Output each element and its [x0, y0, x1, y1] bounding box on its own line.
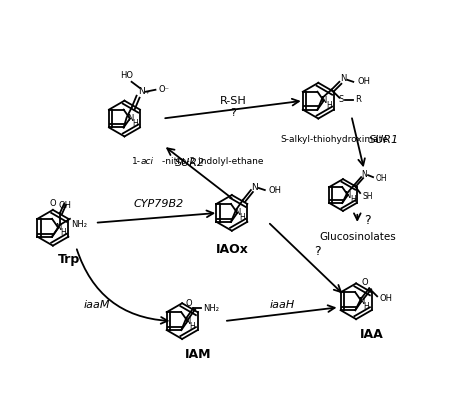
Text: N: N — [127, 114, 133, 123]
Text: NH₂: NH₂ — [203, 304, 219, 313]
Text: O: O — [186, 299, 192, 308]
Text: H: H — [350, 195, 356, 204]
Text: SUR2: SUR2 — [175, 158, 205, 168]
Text: iaaH: iaaH — [270, 300, 295, 310]
Text: O: O — [362, 278, 368, 287]
Text: N: N — [138, 87, 145, 96]
Text: Trp: Trp — [58, 253, 80, 266]
Text: ?: ? — [314, 245, 321, 258]
Text: H: H — [364, 302, 369, 311]
Text: IAA: IAA — [360, 328, 384, 341]
Text: OH: OH — [58, 201, 72, 210]
Text: N: N — [55, 223, 62, 232]
Text: S: S — [339, 95, 344, 104]
Text: CYP79B2: CYP79B2 — [133, 199, 183, 209]
Text: iaaM: iaaM — [83, 300, 110, 310]
Text: H: H — [60, 228, 66, 237]
Text: N: N — [361, 170, 367, 179]
Text: R: R — [356, 95, 361, 104]
Text: IAOx: IAOx — [216, 242, 248, 256]
Text: OH: OH — [269, 185, 282, 195]
Text: H: H — [190, 321, 195, 331]
Text: H: H — [326, 101, 332, 110]
Text: HO: HO — [120, 71, 133, 80]
Text: aci: aci — [141, 157, 154, 166]
Text: -nitro-2 indolyl-ethane: -nitro-2 indolyl-ethane — [163, 157, 264, 166]
Text: ?: ? — [364, 214, 371, 227]
Text: O: O — [49, 199, 56, 208]
Text: IAM: IAM — [185, 348, 211, 361]
Text: SUR1: SUR1 — [369, 136, 399, 145]
Text: N: N — [234, 208, 240, 217]
Text: ⁺: ⁺ — [146, 92, 149, 98]
Text: N: N — [252, 183, 258, 191]
Text: OH: OH — [357, 77, 370, 86]
Text: NH₂: NH₂ — [71, 220, 87, 229]
Text: N: N — [358, 297, 365, 306]
Text: H: H — [132, 119, 138, 128]
Text: N: N — [340, 74, 346, 83]
Text: SH: SH — [362, 191, 373, 200]
Text: 1-: 1- — [132, 157, 141, 166]
Text: OH: OH — [376, 174, 388, 183]
Text: S-alkyl-thiohydroximate: S-alkyl-thiohydroximate — [281, 136, 388, 145]
Text: OH: OH — [379, 294, 392, 303]
Text: N: N — [345, 191, 351, 200]
Text: ?: ? — [230, 108, 236, 118]
Text: R-SH: R-SH — [219, 95, 246, 106]
Text: Glucosinolates: Glucosinolates — [319, 232, 396, 242]
Text: O⁻: O⁻ — [158, 85, 169, 94]
Text: N: N — [320, 96, 327, 105]
Text: H: H — [239, 213, 245, 222]
Text: N: N — [184, 317, 191, 326]
